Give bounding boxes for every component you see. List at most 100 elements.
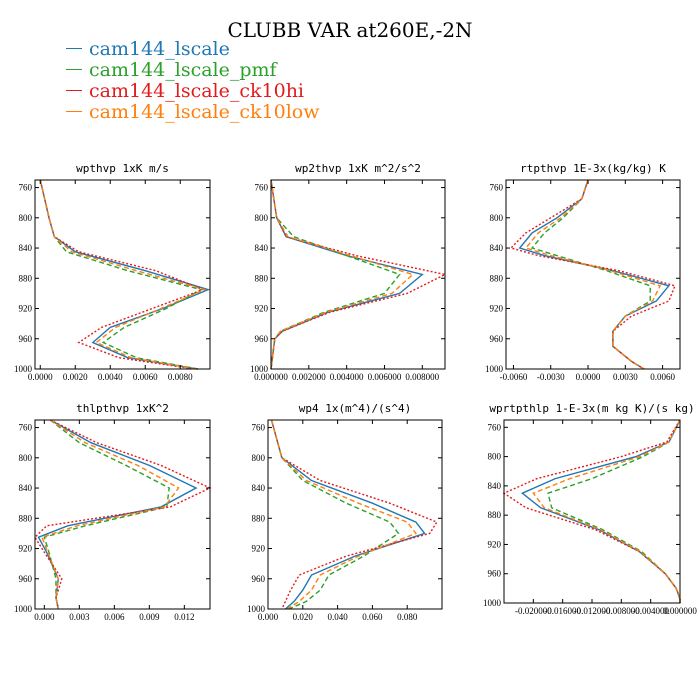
x-tick-label: 0.008000: [405, 372, 439, 382]
chart-panel: thlpthvp 1xK^276080084088092096010000.00…: [14, 402, 212, 622]
panel-title: wpthvp 1xK m/s: [76, 162, 169, 175]
series-line: [270, 179, 415, 370]
panel-title: thlpthvp 1xK^2: [76, 402, 169, 415]
x-tick-label: 0.000: [258, 612, 279, 622]
y-tick-label: 960: [252, 574, 266, 584]
chart-panel: wp4 1x(m^4)/(s^4)76080084088092096010000…: [247, 402, 443, 622]
y-tick-label: 880: [252, 513, 266, 523]
series-line: [270, 419, 400, 610]
y-tick-label: 1000: [250, 364, 269, 374]
figure-title: CLUBB VAR at260E,-2N: [227, 18, 473, 42]
legend-item: cam144_lscale: [66, 37, 319, 60]
y-tick-label: 760: [488, 422, 502, 432]
y-tick-label: 800: [19, 213, 33, 223]
panel-title: wp2thvp 1xK m^2/s^2: [295, 162, 421, 175]
series-line: [39, 179, 205, 370]
y-tick-label: 760: [490, 183, 504, 193]
x-tick-label: -0.0060: [500, 372, 528, 382]
y-tick-label: 1000: [485, 364, 504, 374]
x-tick-label: 0.0000: [28, 372, 53, 382]
x-tick-label: -0.008000: [603, 606, 640, 616]
x-tick-label: 0.006: [104, 612, 125, 622]
y-tick-label: 920: [19, 544, 33, 554]
series-line: [518, 179, 671, 370]
y-tick-label: 1000: [14, 604, 33, 614]
y-tick-label: 760: [19, 423, 33, 433]
x-tick-label: 0.080: [397, 612, 418, 622]
x-tick-label: 0.009: [139, 612, 160, 622]
plot-frame: [34, 179, 211, 370]
legend-label: cam144_lscale_ck10hi: [89, 79, 305, 102]
series-line: [547, 419, 681, 603]
x-tick-label: 0.003: [69, 612, 90, 622]
x-tick-label: 0.000: [34, 612, 55, 622]
y-tick-label: 800: [255, 213, 269, 223]
plot-frame: [503, 419, 681, 604]
legend-label: cam144_lscale_pmf: [89, 58, 277, 81]
series-line: [509, 179, 676, 370]
x-tick-label: 0.004000: [330, 372, 364, 382]
series-line: [530, 179, 651, 370]
legend-label: cam144_lscale_ck10low: [89, 100, 320, 123]
x-tick-label: 0.006000: [368, 372, 402, 382]
y-tick-label: 760: [255, 183, 269, 193]
legend-item: cam144_lscale_ck10hi: [66, 79, 319, 102]
y-tick-label: 840: [255, 243, 269, 253]
plot-frame: [267, 419, 443, 610]
x-tick-label: -0.012000: [574, 606, 611, 616]
y-tick-label: 880: [488, 510, 502, 520]
y-tick-label: 1000: [483, 598, 502, 608]
x-tick-label: 0.020: [293, 612, 314, 622]
y-tick-label: 800: [19, 453, 33, 463]
legend-swatch: [66, 69, 82, 70]
series-line: [37, 419, 198, 610]
x-tick-label: 0.0040: [98, 372, 123, 382]
series-line: [34, 419, 212, 610]
x-tick-label: 0.0020: [63, 372, 88, 382]
series-line: [270, 179, 448, 370]
y-tick-label: 840: [19, 483, 33, 493]
y-tick-label: 960: [19, 334, 33, 344]
panel-title: rtpthvp 1E-3x(kg/kg) K: [520, 162, 666, 175]
chart-panel: wprtpthlp 1-E-3x(m kg K)/(s kg) 760 800 840…: [483, 402, 697, 616]
y-tick-label: 840: [252, 483, 266, 493]
y-tick-label: 920: [19, 304, 33, 314]
series-line: [39, 179, 207, 370]
series-line: [39, 179, 204, 370]
y-tick-label: 800: [252, 453, 266, 463]
x-tick-label: 0.060: [362, 612, 383, 622]
legend-item: cam144_lscale_ck10low: [66, 100, 320, 123]
panel-title: wp4 1x(m^4)/(s^4): [299, 402, 412, 415]
series-line: [43, 419, 170, 610]
series-line: [532, 419, 681, 603]
y-tick-label: 880: [19, 513, 33, 523]
x-tick-label: 0.0000: [576, 372, 601, 382]
legend-label: cam144_lscale: [89, 37, 230, 60]
y-tick-label: 840: [490, 243, 504, 253]
y-tick-label: 920: [490, 304, 504, 314]
x-tick-label: -0.004000: [632, 606, 669, 616]
x-tick-label: 0.0080: [168, 372, 193, 382]
series-line: [270, 179, 401, 370]
chart-panel: wpthvp 1xK m/s76080084088092096010000.00…: [14, 162, 211, 382]
y-tick-label: 960: [19, 574, 33, 584]
series-line: [270, 419, 438, 610]
y-tick-label: 880: [490, 273, 504, 283]
x-tick-label: 0.002000: [292, 372, 326, 382]
legend-item: cam144_lscale_pmf: [66, 58, 319, 81]
y-tick-label: 1000: [247, 604, 266, 614]
legend-swatch: [66, 90, 82, 91]
x-tick-label: 0.0060: [133, 372, 158, 382]
y-tick-label: 880: [255, 273, 269, 283]
y-tick-label: 760: [252, 423, 266, 433]
series-line: [41, 419, 180, 610]
series-line: [270, 419, 426, 610]
legend: cam144_lscale cam144_lscale_pmf cam144_l…: [66, 37, 320, 123]
chart-panel: rtpthvp 1E-3x(kg/kg) K 760 800 840 880 920 960…: [485, 162, 681, 382]
x-tick-label: 0.000000: [254, 372, 288, 382]
x-tick-label: 0.012: [174, 612, 194, 622]
chart-panel: wp2thvp 1xK m^2/s^2 760 800 840 880 920 960 100…: [250, 162, 448, 382]
y-tick-label: 960: [488, 569, 502, 579]
y-tick-label: 920: [255, 304, 269, 314]
y-tick-label: 760: [19, 183, 33, 193]
